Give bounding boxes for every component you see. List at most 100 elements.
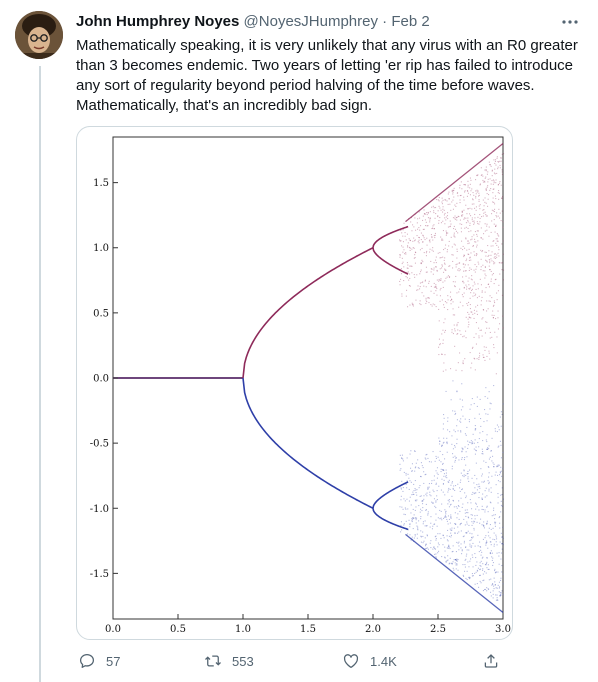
chaos-point — [498, 429, 500, 431]
chaos-point — [479, 183, 481, 185]
chaos-point — [445, 244, 447, 246]
chaos-point — [411, 470, 413, 472]
more-icon[interactable] — [560, 12, 580, 32]
chaos-point — [451, 201, 453, 203]
chaos-point — [436, 270, 438, 272]
chaos-point — [496, 597, 498, 599]
chaos-point — [495, 536, 497, 538]
chaos-point — [490, 450, 492, 452]
chaos-point — [490, 491, 492, 493]
chaos-point — [414, 509, 416, 511]
chaos-point — [489, 295, 491, 297]
chaos-point — [479, 355, 481, 357]
chaos-point — [484, 197, 486, 199]
chaos-point — [452, 550, 454, 552]
chaos-point — [452, 281, 454, 283]
chaos-point — [399, 284, 401, 286]
avatar[interactable] — [15, 11, 63, 59]
chaos-point — [479, 214, 481, 216]
chaos-point — [488, 490, 490, 492]
chaos-point — [469, 499, 471, 501]
chaos-point — [458, 500, 460, 502]
chaos-point — [420, 535, 422, 537]
retweet-button[interactable]: 553 — [204, 650, 254, 672]
chaos-point — [426, 212, 428, 214]
chaos-point — [475, 206, 477, 208]
chaos-point — [438, 354, 440, 356]
chaos-point — [450, 303, 452, 305]
chaos-point — [458, 306, 460, 308]
chaos-point — [472, 245, 474, 247]
chaos-point — [495, 541, 497, 543]
chaos-point — [500, 457, 502, 459]
chaos-point — [482, 181, 484, 183]
chaos-point — [493, 543, 495, 545]
chaos-point — [486, 225, 488, 227]
chaos-point — [493, 304, 495, 306]
chaos-point — [426, 525, 428, 527]
chaos-point — [496, 292, 498, 294]
chaos-point — [412, 224, 414, 226]
chaos-point — [437, 473, 439, 475]
chaos-point — [448, 563, 450, 565]
chaos-point — [452, 487, 454, 489]
chaos-point — [431, 206, 433, 208]
chaos-point — [440, 278, 442, 280]
chaos-point — [498, 255, 500, 257]
chaos-point — [496, 233, 498, 235]
chaos-point — [433, 292, 435, 294]
chaos-point — [445, 474, 447, 476]
chaos-point — [420, 530, 422, 532]
chaos-point — [461, 383, 463, 385]
chaos-point — [479, 329, 481, 331]
chaos-point — [475, 253, 477, 255]
chaos-point — [445, 369, 447, 371]
chaos-point — [496, 552, 498, 554]
chaos-point — [406, 267, 408, 269]
chaos-point — [427, 513, 429, 515]
chaos-point — [496, 336, 498, 338]
chaos-point — [463, 254, 465, 256]
chaos-point — [425, 286, 427, 288]
chaos-point — [442, 281, 444, 283]
chaos-point — [450, 517, 452, 519]
chaos-point — [480, 258, 482, 260]
chaos-point — [425, 473, 427, 475]
share-button[interactable] — [482, 650, 510, 672]
chaos-point — [420, 225, 422, 227]
chaos-point — [412, 508, 414, 510]
chaos-point — [475, 571, 477, 573]
chaos-point — [494, 331, 496, 333]
author-name[interactable]: John Humphrey Noyes — [76, 13, 240, 30]
chaos-point — [475, 564, 477, 566]
chaos-point — [492, 240, 494, 242]
chaos-point — [444, 301, 446, 303]
chaos-point — [483, 460, 485, 462]
chaos-point — [495, 599, 497, 601]
chaos-point — [470, 440, 472, 442]
chaos-point — [416, 533, 418, 535]
chaos-point — [449, 504, 451, 506]
chaos-point — [493, 201, 495, 203]
chaos-point — [419, 300, 421, 302]
chaos-point — [475, 508, 477, 510]
chaos-point — [421, 292, 423, 294]
tweet-media[interactable]: 0.0 0.5 1.0 1.5 2.0 2.5 3.0 1.5 1.0 0.5 0.0 -0.5 -1.… — [76, 126, 513, 640]
reply-button[interactable]: 57 — [78, 650, 120, 672]
tweet-date[interactable]: Feb 2 — [391, 13, 430, 30]
like-button[interactable]: 1.4K — [342, 650, 397, 672]
chaos-point — [478, 357, 480, 359]
chaos-point — [479, 565, 481, 567]
chaos-point — [442, 199, 444, 201]
chaos-point — [409, 277, 411, 279]
chaos-point — [487, 171, 489, 173]
chaos-point — [488, 265, 490, 267]
chaos-point — [435, 519, 437, 521]
chaos-point — [417, 526, 419, 528]
chaos-point — [406, 487, 408, 489]
chaos-point — [418, 242, 420, 244]
chaos-point — [446, 520, 448, 522]
chaos-point — [491, 475, 493, 477]
chaos-point — [476, 478, 478, 480]
author-handle[interactable]: @NoyesJHumphrey — [243, 13, 378, 30]
